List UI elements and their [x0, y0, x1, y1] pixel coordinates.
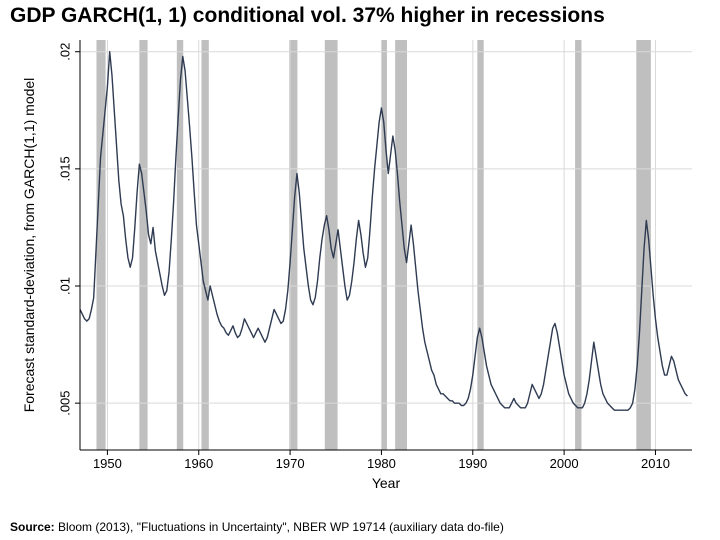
x-tick-label: 2000 [550, 456, 579, 471]
x-tick-label: 1980 [367, 456, 396, 471]
y-tick-label: .02 [57, 43, 72, 61]
x-tick-label: 1950 [93, 456, 122, 471]
source-citation: Source: Bloom (2013), "Fluctuations in U… [10, 520, 504, 534]
recession-band [139, 40, 147, 450]
chart-container: 1950 1960 1970 1980 1990 2000 2010 .005 .01 .015.… [18, 34, 702, 504]
recession-band [477, 40, 483, 450]
y-tick-label: .005 [57, 390, 72, 415]
recession-band [381, 40, 386, 450]
recession-band [201, 40, 208, 450]
x-axis-label: Year [372, 475, 401, 491]
y-axis-label: Forecast standard-deviation, from GARCH(… [21, 78, 37, 413]
recession-band [575, 40, 581, 450]
x-tick-label: 1960 [184, 456, 213, 471]
source-text: Bloom (2013), "Fluctuations in Uncertain… [55, 520, 504, 534]
y-tick-label: .015 [57, 156, 72, 181]
volatility-chart: 1950 1960 1970 1980 1990 2000 2010 .005 .01 .015.… [18, 34, 702, 504]
recession-band [395, 40, 407, 450]
recession-band [96, 40, 105, 450]
page-title: GDP GARCH(1, 1) conditional vol. 37% hig… [10, 4, 710, 28]
x-tick-label: 1990 [458, 456, 487, 471]
x-tick-label: 2010 [641, 456, 670, 471]
recession-band [177, 40, 183, 450]
source-label: Source: [10, 520, 55, 534]
y-tick-label: .01 [57, 277, 72, 295]
x-tick-label: 1970 [276, 456, 305, 471]
